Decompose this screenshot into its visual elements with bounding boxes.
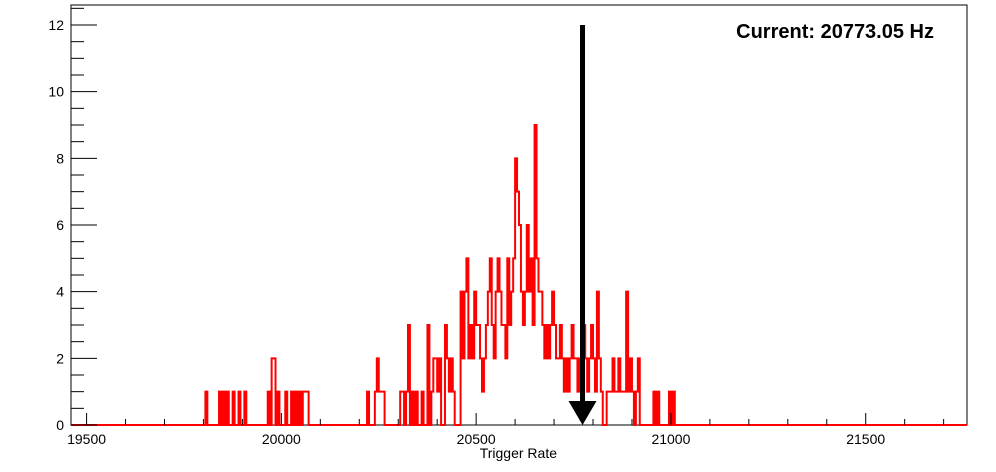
x-tick-label: 19500 — [67, 431, 106, 447]
y-tick-label: 10 — [48, 84, 64, 100]
x-tick-label: 21500 — [846, 431, 885, 447]
x-tick-label: 21000 — [651, 431, 690, 447]
y-tick-label: 12 — [48, 17, 64, 33]
y-tick-label: 6 — [56, 217, 64, 233]
plot-frame — [70, 4, 968, 426]
histogram-series-0 — [71, 124, 967, 426]
x-tick-label: 20500 — [457, 431, 496, 447]
y-tick-label: 4 — [56, 284, 64, 300]
y-tick-label: 2 — [56, 350, 64, 366]
current-rate-arrow-head — [568, 401, 597, 425]
y-tick-label: 0 — [56, 417, 64, 433]
current-rate-annotation: Current: 20773.05 Hz — [736, 21, 934, 43]
x-axis-title: Trigger Rate — [480, 445, 558, 461]
x-tick-label: 20000 — [262, 431, 301, 447]
y-tick-label: 8 — [56, 150, 64, 166]
